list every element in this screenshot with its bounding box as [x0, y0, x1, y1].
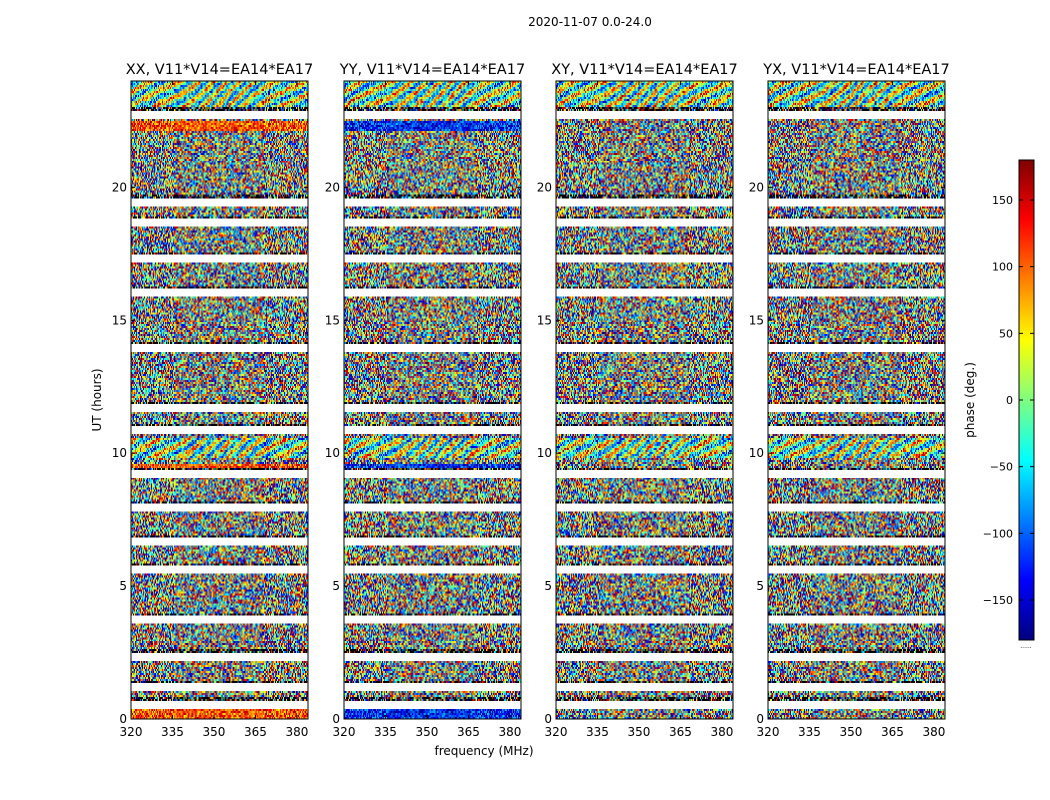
- y-tick-label: 20: [112, 180, 127, 194]
- x-axis-label: frequency (MHz): [434, 744, 533, 758]
- y-tick-label: 5: [332, 579, 340, 593]
- x-tick-label: 350: [628, 725, 651, 739]
- x-tick-label: 380: [710, 725, 733, 739]
- panel-title: YY, V11*V14=EA14*EA17: [339, 62, 525, 78]
- x-tick-label: 320: [333, 725, 356, 739]
- colorbar-footnote: ......: [1020, 643, 1032, 650]
- x-tick-label: 365: [669, 725, 692, 739]
- colorbar-tick-label: 50: [999, 327, 1013, 340]
- y-tick-label: 20: [749, 180, 764, 194]
- y-tick-label: 10: [325, 446, 340, 460]
- colorbar-tick-label: 0: [1006, 394, 1013, 407]
- panel-frame: [555, 80, 734, 720]
- y-tick-label: 10: [749, 446, 764, 460]
- phase-heatmap-image: [344, 81, 521, 719]
- y-tick-label: 20: [325, 180, 340, 194]
- colorbar-tick-label: −150: [983, 594, 1013, 607]
- y-tick-label: 15: [537, 313, 552, 327]
- phase-heatmap-image: [768, 81, 945, 719]
- phase-heatmap-image: [556, 81, 733, 719]
- x-tick-label: 365: [244, 725, 267, 739]
- x-tick-label: 335: [586, 725, 609, 739]
- y-tick-label: 15: [325, 313, 340, 327]
- x-tick-label: 380: [285, 725, 308, 739]
- panel-title: XX, V11*V14=EA14*EA17: [126, 62, 314, 78]
- phase-heatmap-image: [131, 81, 308, 719]
- colorbar-tick-label: −50: [990, 461, 1013, 474]
- y-tick-label: 15: [749, 313, 764, 327]
- y-tick-label: 10: [112, 446, 127, 460]
- x-tick-label: 320: [545, 725, 568, 739]
- panel-title: YX, V11*V14=EA14*EA17: [762, 62, 949, 78]
- x-tick-label: 380: [922, 725, 945, 739]
- phase-panel: YY, V11*V14=EA14*EA17 320 335 350 365 380 0 5 10…: [325, 62, 525, 739]
- colorbar-tick-label: 100: [992, 261, 1013, 274]
- panel-frame: [767, 80, 946, 720]
- panel-title: XY, V11*V14=EA14*EA17: [551, 62, 737, 78]
- x-tick-label: 335: [798, 725, 821, 739]
- y-tick-label: 0: [119, 712, 127, 726]
- phase-panel: XX, V11*V14=EA14*EA17 320 335 350 365 380 0 5 10…: [112, 62, 314, 739]
- x-tick-label: 335: [161, 725, 184, 739]
- y-axis-label: UT (hours): [90, 368, 104, 431]
- colorbar: 150 100 50 0 −50 −100 −150: [983, 159, 1035, 641]
- x-tick-label: 350: [203, 725, 226, 739]
- y-tick-label: 5: [544, 579, 552, 593]
- y-tick-label: 0: [544, 712, 552, 726]
- y-tick-label: 0: [756, 712, 764, 726]
- colorbar-label: phase (deg.): [963, 362, 977, 438]
- phase-panel: XY, V11*V14=EA14*EA17 320 335 350 365 380 0 5 10…: [537, 62, 738, 739]
- figure-suptitle: 2020-11-07 0.0-24.0: [528, 15, 652, 29]
- x-tick-label: 380: [498, 725, 521, 739]
- panel-frame: [343, 80, 522, 720]
- x-tick-label: 335: [374, 725, 397, 739]
- x-tick-label: 365: [457, 725, 480, 739]
- x-tick-label: 365: [881, 725, 904, 739]
- x-tick-label: 350: [840, 725, 863, 739]
- panel-frame: [130, 80, 309, 720]
- colorbar-tick-label: −100: [983, 527, 1013, 540]
- y-tick-label: 20: [537, 180, 552, 194]
- y-tick-label: 10: [537, 446, 552, 460]
- panels: XX, V11*V14=EA14*EA17 320 335 350 365 380 0 5 10…: [112, 62, 950, 739]
- colorbar-tick-label: 150: [992, 194, 1013, 207]
- phase-panel: YX, V11*V14=EA14*EA17 320 335 350 365 380 0 5 10…: [749, 62, 950, 739]
- y-tick-label: 5: [756, 579, 764, 593]
- y-tick-label: 15: [112, 313, 127, 327]
- x-tick-label: 320: [757, 725, 780, 739]
- x-tick-label: 350: [416, 725, 439, 739]
- y-tick-label: 5: [119, 579, 127, 593]
- y-tick-label: 0: [332, 712, 340, 726]
- x-tick-label: 320: [120, 725, 143, 739]
